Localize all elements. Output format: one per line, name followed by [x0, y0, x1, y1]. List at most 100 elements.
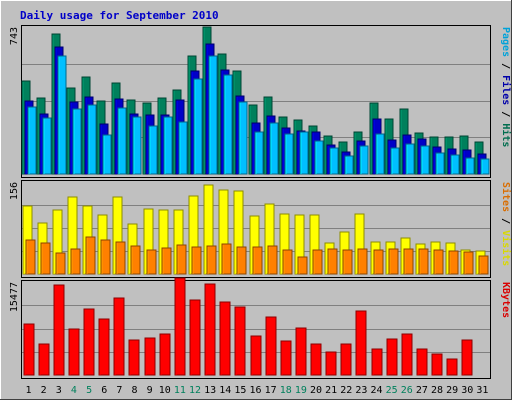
bar-pages-day-19: [299, 131, 309, 175]
x-tick-label-day-5: 5: [86, 385, 92, 396]
bar-kbytes-day-21: [325, 351, 337, 376]
x-tick-label-day-25: 25: [386, 385, 398, 396]
legend-entry: Pages: [500, 27, 511, 57]
x-tick-label-day-6: 6: [101, 385, 107, 396]
bar-kbytes-day-18: [280, 340, 292, 376]
bar-sites-day-6: [100, 239, 111, 275]
x-tick-label-day-24: 24: [371, 385, 383, 396]
bar-kbytes-day-22: [340, 343, 352, 376]
bar-kbytes-day-13: [204, 283, 216, 376]
bar-pages-day-23: [359, 145, 369, 175]
bar-kbytes-day-4: [68, 328, 80, 376]
x-tick-label-day-31: 31: [476, 385, 488, 396]
bar-pages-day-31: [480, 158, 490, 175]
x-tick-label-day-11: 11: [174, 385, 186, 396]
panel-3: 15477: [9, 277, 491, 379]
bar-sites-day-18: [282, 249, 293, 275]
x-tick-label-day-19: 19: [295, 385, 307, 396]
bar-sites-day-14: [221, 243, 232, 275]
legend-entry: Visits: [500, 230, 512, 266]
x-tick-label-day-22: 22: [340, 385, 352, 396]
bar-pages-day-2: [42, 117, 52, 175]
bar-sites-day-3: [55, 252, 66, 275]
bar-kbytes-day-5: [83, 308, 95, 376]
bar-sites-day-10: [161, 247, 172, 275]
x-tick-label-day-20: 20: [310, 385, 322, 396]
bar-kbytes-day-16: [250, 335, 262, 376]
legend-entry: /: [500, 105, 511, 123]
panel-2-legend: Sites / Visits: [500, 182, 512, 266]
panel-1-legend: Pages / Files / Hits: [500, 27, 512, 147]
bar-pages-day-26: [405, 143, 415, 175]
bar-kbytes-day-10: [159, 333, 171, 376]
bar-pages-day-15: [238, 101, 248, 175]
bar-sites-day-4: [70, 248, 81, 275]
x-tick-label-day-23: 23: [355, 385, 367, 396]
chart-panels: 743 156 15477: [9, 25, 491, 379]
x-tick-label-day-17: 17: [265, 385, 277, 396]
bar-pages-day-12: [193, 78, 203, 175]
bar-pages-day-1: [27, 106, 37, 175]
bar-kbytes-day-1: [23, 323, 35, 376]
x-tick-label-day-27: 27: [416, 385, 428, 396]
bar-kbytes-day-27: [416, 348, 428, 376]
x-tick-label-day-18: 18: [280, 385, 292, 396]
bar-kbytes-day-3: [53, 284, 65, 376]
bar-sites-day-28: [433, 249, 444, 275]
x-tick-label-day-10: 10: [159, 385, 171, 396]
bar-pages-day-8: [132, 116, 142, 175]
bar-pages-day-9: [148, 125, 158, 175]
bar-pages-day-22: [344, 155, 354, 175]
bar-sites-day-25: [388, 248, 399, 275]
panel-3-legend: KBytes: [500, 282, 511, 318]
x-tick-label-day-9: 9: [147, 385, 153, 396]
bar-kbytes-day-6: [98, 318, 110, 376]
bar-sites-day-11: [176, 244, 187, 275]
legend-entry: Hits: [500, 123, 512, 147]
bar-sites-day-2: [40, 242, 51, 275]
x-tick-label-day-13: 13: [204, 385, 216, 396]
bar-kbytes-day-17: [265, 316, 277, 376]
bar-kbytes-day-26: [401, 333, 413, 376]
bar-sites-day-24: [373, 249, 384, 275]
bar-pages-day-4: [72, 108, 82, 175]
bar-pages-day-16: [254, 131, 264, 175]
bar-sites-day-23: [357, 248, 368, 275]
bar-pages-day-6: [102, 134, 112, 175]
bar-sites-day-12: [191, 246, 202, 275]
bar-sites-day-20: [312, 249, 323, 275]
bar-sites-day-15: [236, 246, 247, 275]
x-tick-label-day-16: 16: [249, 385, 261, 396]
bar-sites-day-19: [297, 256, 308, 275]
bar-kbytes-day-24: [371, 348, 383, 376]
bar-sites-day-7: [115, 241, 126, 275]
x-tick-label-day-15: 15: [234, 385, 246, 396]
bar-pages-day-10: [163, 116, 173, 175]
x-tick-label-day-26: 26: [401, 385, 413, 396]
x-tick-label-day-1: 1: [26, 385, 32, 396]
bar-pages-day-25: [390, 147, 400, 175]
bar-kbytes-day-30: [461, 339, 473, 376]
x-tick-label-day-28: 28: [431, 385, 443, 396]
legend-entry: Files: [500, 75, 512, 105]
panel-3-max-label: 15477: [9, 282, 20, 312]
bar-kbytes-day-12: [189, 299, 201, 376]
legend-entry: Sites: [500, 182, 512, 212]
x-axis-day-labels: 1 2 3 4 5 6 7 8 9 10 11 12 13 14 15 16 17 18 19 20 21 22 23 24 2…: [26, 385, 489, 396]
bar-pages-day-13: [208, 55, 218, 175]
bar-kbytes-day-9: [144, 337, 156, 376]
bar-sites-day-17: [267, 245, 278, 275]
panel-1: 743: [9, 25, 491, 178]
x-tick-label-day-8: 8: [131, 385, 137, 396]
legend-entry: /: [500, 57, 511, 75]
bar-sites-day-13: [206, 245, 217, 275]
bar-pages-day-21: [329, 147, 339, 175]
bar-pages-day-5: [87, 104, 97, 175]
chart-title: Daily usage for September 2010: [20, 9, 219, 22]
bar-pages-day-7: [117, 107, 127, 175]
bar-kbytes-day-8: [128, 339, 140, 376]
bar-kbytes-day-29: [446, 358, 458, 376]
bar-pages-day-11: [178, 121, 188, 175]
bar-kbytes-day-2: [38, 343, 50, 376]
bar-sites-day-1: [25, 239, 36, 275]
